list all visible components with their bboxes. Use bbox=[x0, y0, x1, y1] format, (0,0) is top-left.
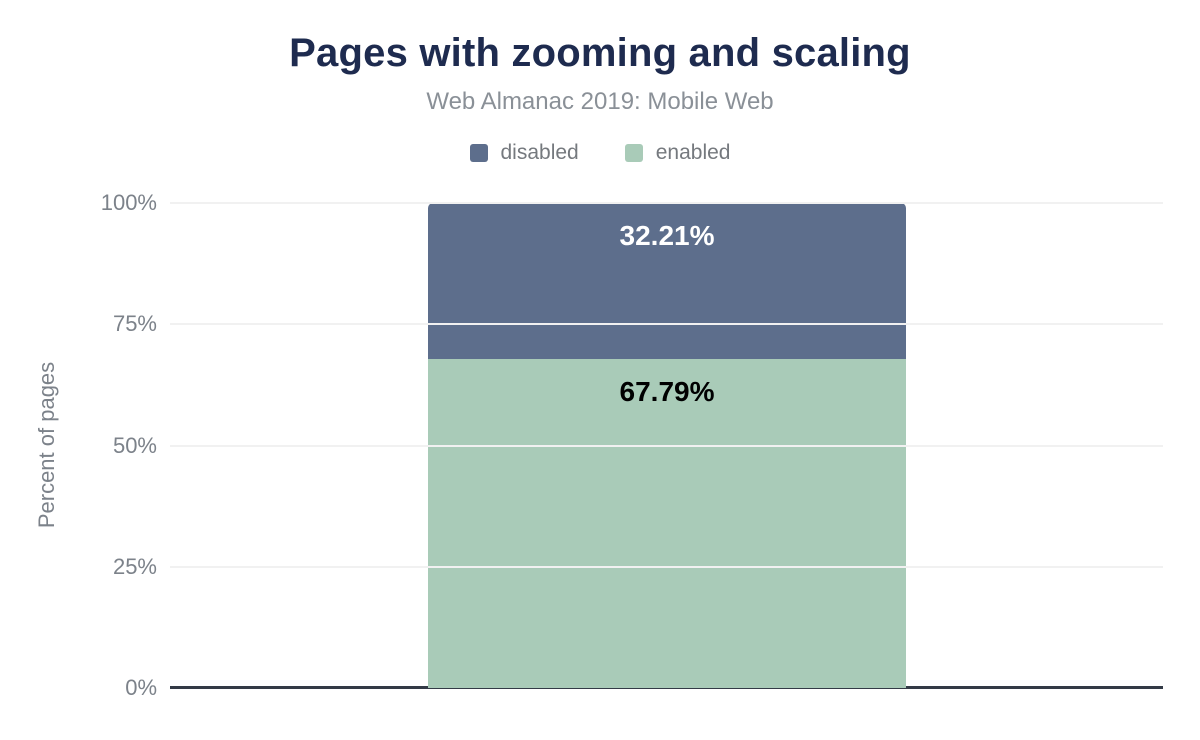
chart-title: Pages with zooming and scaling bbox=[289, 31, 911, 75]
legend-item-disabled: disabled bbox=[469, 141, 579, 165]
legend-item-enabled: enabled bbox=[624, 141, 731, 165]
y-tick-label: 0% bbox=[125, 675, 157, 700]
legend-label: disabled bbox=[500, 141, 579, 164]
gridline bbox=[170, 323, 1163, 326]
y-tick-label: 50% bbox=[112, 432, 157, 458]
bar-value-label: 32.21% bbox=[619, 220, 715, 251]
y-tick-label: 75% bbox=[112, 311, 157, 337]
bar-segment-enabled[interactable]: 67.79% bbox=[428, 359, 906, 688]
gridline bbox=[170, 565, 1163, 568]
y-tick-label: 25% bbox=[112, 553, 157, 579]
gridline bbox=[170, 444, 1163, 447]
y-tick-label: 100% bbox=[100, 190, 157, 215]
stacked-bar: 32.21% 67.79% bbox=[428, 203, 906, 688]
legend-label: enabled bbox=[655, 141, 731, 164]
bar-segment-disabled[interactable]: 32.21% bbox=[428, 203, 906, 360]
bar-value-label: 67.79% bbox=[619, 376, 715, 408]
y-axis-title: Percent of pages bbox=[34, 361, 59, 529]
plot-area: 32.21% 67.79% 0% 25% 50% 75% 100% bbox=[101, 190, 1163, 700]
chart-subtitle: Web Almanac 2019: Mobile Web bbox=[426, 88, 774, 115]
legend-swatch-icon bbox=[469, 144, 488, 162]
legend-swatch-icon bbox=[624, 144, 643, 162]
chart-legend: disabled enabled bbox=[0, 141, 1200, 165]
gridline bbox=[170, 202, 1163, 204]
